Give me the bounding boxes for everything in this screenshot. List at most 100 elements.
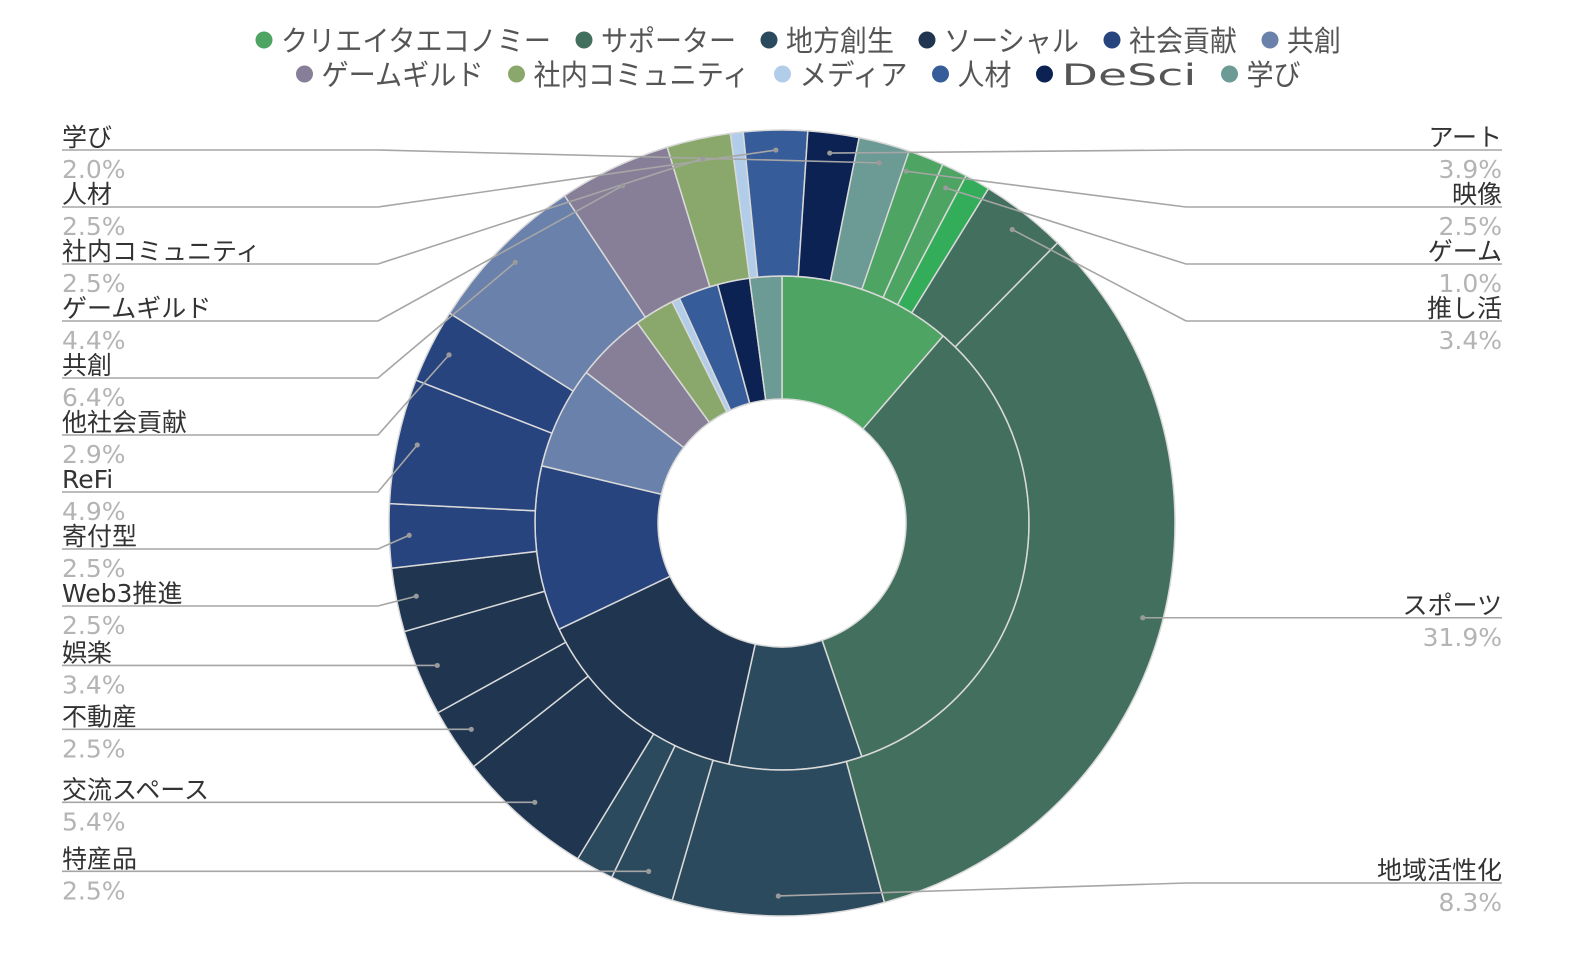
slice-label-20: 人材 (62, 180, 112, 209)
slice-value-17: 4.4% (62, 326, 126, 355)
slice-value-12: 2.5% (62, 611, 126, 640)
legend-marker-11 (1221, 65, 1238, 83)
slice-value-4: 3.4% (1438, 326, 1502, 355)
slice-value-0: 3.9% (1438, 155, 1502, 184)
leader-dot-13 (406, 532, 412, 538)
leader-dot-2 (943, 185, 949, 191)
legend-label-3: ソーシャル (944, 24, 1079, 58)
leader-line-15 (62, 354, 450, 436)
legend-marker-3 (918, 31, 936, 49)
leader-dot-20 (773, 147, 779, 153)
outer-slice-22 (829, 136, 911, 291)
slice-label-18: 社内コミュニティ (62, 237, 261, 266)
slice-label-10: 不動産 (62, 702, 137, 731)
legend-marker-8 (774, 65, 791, 83)
legend-marker-10 (1036, 65, 1053, 83)
slice-label-13: 寄付型 (62, 522, 137, 551)
legend-marker-6 (296, 65, 313, 83)
leader-dot-12 (413, 593, 419, 599)
slice-label-12: Web3推進 (62, 579, 182, 608)
slice-label-17: ゲームギルド (62, 294, 211, 323)
slice-value-13: 2.5% (62, 554, 126, 583)
slice-label-14: ReFi (62, 465, 113, 494)
leader-line-13 (62, 534, 410, 550)
slice-label-2: ゲーム (1428, 237, 1502, 266)
leader-dot-17 (620, 183, 626, 189)
slice-value-20: 2.5% (62, 212, 126, 241)
legend-label-7: 社内コミュニティ (534, 58, 750, 92)
legend-marker-7 (508, 65, 525, 83)
leader-dot-10 (468, 726, 474, 732)
leader-dot-5 (1140, 615, 1146, 621)
leader-dot-22 (876, 160, 882, 166)
slice-label-16: 共創 (62, 351, 112, 380)
leader-dot-14 (414, 442, 420, 448)
legend-marker-2 (760, 31, 778, 49)
slice-value-5: 31.9% (1423, 623, 1502, 652)
leader-dot-6 (775, 893, 781, 899)
slice-value-2: 1.0% (1438, 269, 1502, 298)
leader-line-12 (62, 595, 417, 607)
slice-value-16: 6.4% (62, 383, 126, 412)
leader-line-4 (1011, 228, 1502, 322)
slice-value-6: 8.3% (1438, 888, 1502, 917)
leader-line-1 (906, 170, 1502, 208)
leader-line-17 (62, 185, 624, 322)
slice-label-4: 推し活 (1427, 294, 1502, 323)
legend-label-11: 学び (1247, 58, 1301, 92)
slice-label-6: 地域活性化 (1377, 856, 1502, 885)
legend-label-10: DeSci (1062, 58, 1197, 92)
leader-dot-7 (646, 868, 652, 874)
legend-marker-0 (255, 31, 273, 49)
slice-label-9: 交流スペース (62, 775, 209, 804)
slice-labels: 学び2.0%人材2.5%社内コミュニティ2.5%ゲームギルド4.4%共創6.4%… (62, 123, 1502, 917)
slice-value-15: 2.9% (62, 440, 126, 469)
leader-line-20 (62, 149, 776, 208)
legend-label-5: 共創 (1287, 24, 1341, 58)
slice-label-15: 他社会貢献 (62, 408, 187, 437)
legend-marker-9 (932, 65, 949, 83)
slice-value-11: 3.4% (62, 670, 126, 699)
leader-line-0 (829, 149, 1502, 154)
outer-slice-5 (845, 241, 1176, 904)
leader-dot-9 (532, 799, 538, 805)
leader-line-2 (945, 187, 1502, 265)
leader-dot-4 (1009, 226, 1015, 233)
legend-marker-1 (575, 31, 593, 49)
slice-label-7: 特産品 (62, 844, 137, 873)
leader-dot-0 (827, 150, 833, 156)
slice-label-5: スポーツ (1402, 591, 1502, 620)
legend-label-4: 社会貢献 (1129, 24, 1237, 58)
leader-line-6 (778, 882, 1502, 897)
inner-ring (534, 275, 1030, 771)
slice-value-1: 2.5% (1438, 212, 1502, 241)
slice-label-22: 学び (62, 123, 112, 152)
slice-label-1: 映像 (1452, 180, 1502, 209)
slice-value-7: 2.5% (62, 876, 126, 905)
leader-dot-15 (446, 352, 452, 358)
legend-label-1: サポーター (601, 24, 736, 58)
legend-label-0: クリエイタエコノミー (281, 24, 551, 58)
outer-ring (388, 129, 1176, 917)
legend-label-8: メディア (800, 58, 908, 92)
leader-dot-16 (512, 259, 518, 265)
leader-dot-1 (903, 168, 909, 174)
legend-marker-5 (1261, 31, 1279, 49)
slice-value-10: 2.5% (62, 734, 126, 763)
legend-label-6: ゲームギルド (322, 58, 484, 92)
leader-lines (62, 147, 1502, 899)
leader-line-14 (62, 444, 418, 493)
slice-value-18: 2.5% (62, 269, 126, 298)
slice-value-14: 4.9% (62, 497, 126, 526)
slice-value-22: 2.0% (62, 155, 126, 184)
slice-label-0: アート (1428, 123, 1502, 152)
slice-value-9: 5.4% (62, 807, 126, 836)
legend-label-2: 地方創生 (786, 24, 894, 58)
leader-dot-11 (434, 662, 440, 669)
slice-label-11: 娯楽 (62, 638, 112, 667)
leader-dot-18 (700, 155, 706, 162)
leader-line-18 (62, 157, 704, 265)
legend-marker-4 (1103, 31, 1121, 49)
